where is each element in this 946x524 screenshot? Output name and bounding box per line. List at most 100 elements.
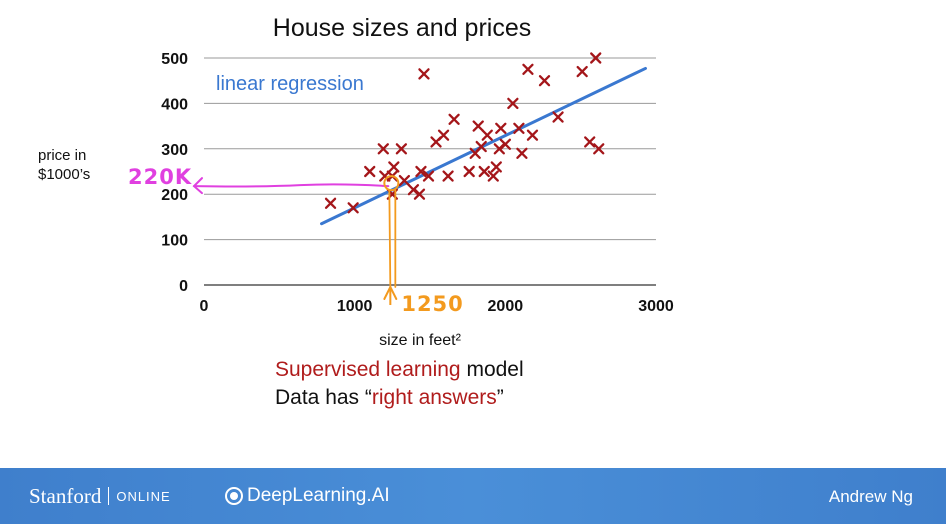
deeplearning-text: DeepLearning.AI <box>247 485 390 506</box>
price-scatter-chart: House sizes and prices 0100200300400500 … <box>128 14 674 349</box>
y-tick-100: 100 <box>161 233 188 250</box>
data-point <box>526 129 539 141</box>
y-tick-200: 200 <box>161 187 188 204</box>
data-point <box>475 140 487 153</box>
vertical-guide-line <box>388 189 397 288</box>
data-point-stroke-b <box>418 68 430 80</box>
grid-lines <box>204 57 656 286</box>
data-point-stroke-b <box>487 170 499 182</box>
data-point-stroke-b <box>526 129 539 141</box>
x-axis-ticks: 0 1000 2000 3000 <box>200 298 674 315</box>
data-points <box>324 52 605 214</box>
data-point <box>388 161 400 173</box>
stanford-online-logo: Stanford ONLINE <box>29 484 171 509</box>
data-point-stroke-b <box>472 120 484 132</box>
data-point-stroke-b <box>398 174 411 187</box>
data-point-stroke-b <box>499 138 511 150</box>
model-text: model <box>460 358 524 381</box>
data-point-stroke-b <box>347 202 359 214</box>
data-point <box>478 165 490 178</box>
data-point-stroke-b <box>507 97 519 110</box>
x-tick-3000: 3000 <box>638 298 674 315</box>
data-point-stroke-b <box>593 143 605 155</box>
y-axis-label: price in $1000’s <box>38 146 118 184</box>
regression-line <box>320 66 647 226</box>
data-point <box>448 113 460 125</box>
x-tick-0: 0 <box>200 298 209 315</box>
data-point <box>347 202 359 214</box>
data-point <box>552 111 564 123</box>
stanford-text: Stanford <box>29 484 102 508</box>
data-point-stroke-b <box>478 165 490 178</box>
x-tick-1000: 1000 <box>337 298 373 315</box>
footer-bar: Stanford ONLINE DeepLearning.AI Andrew Ng <box>0 468 946 524</box>
regression-line-group: linear regression <box>216 66 647 226</box>
data-point-stroke-b <box>490 161 502 173</box>
slide: House sizes and prices 0 100 200 300 400 500 … <box>38 14 675 411</box>
horizontal-guide-line <box>193 183 390 188</box>
data-has-text: Data has “ <box>275 386 372 409</box>
data-point-stroke-b <box>552 111 564 123</box>
data-point <box>495 122 507 135</box>
data-point-stroke-b <box>395 143 408 155</box>
caption-line-2: Data has “right answers” <box>275 384 675 411</box>
caption-line-1: Supervised learning model <box>275 356 675 383</box>
data-point-stroke-b <box>324 197 337 209</box>
data-point-stroke-b <box>442 170 454 182</box>
data-point-stroke-b <box>481 129 493 141</box>
y-axis-ticks: 0 100 200 300 400 500 <box>161 51 188 295</box>
data-point-stroke-b <box>584 136 596 148</box>
data-point <box>507 97 519 110</box>
y-tick-0: 0 <box>179 278 188 295</box>
data-point <box>437 129 450 141</box>
data-point-stroke-b <box>576 65 588 78</box>
data-point-stroke-b <box>422 170 435 182</box>
data-point <box>513 122 525 135</box>
data-point-stroke-b <box>590 52 602 64</box>
data-point <box>422 170 435 182</box>
data-point <box>490 161 502 173</box>
data-point <box>324 197 337 209</box>
annotation-220k: 220K <box>128 165 192 189</box>
data-point-stroke-b <box>495 122 507 135</box>
data-point-stroke-b <box>413 188 426 200</box>
horizontal-arrowhead <box>192 177 203 195</box>
data-point-stroke-b <box>475 140 487 153</box>
annotation-1250: 1250 <box>401 292 463 316</box>
y-tick-500: 500 <box>161 51 188 68</box>
data-point <box>590 52 602 64</box>
data-point <box>472 120 484 132</box>
data-point <box>487 170 499 182</box>
x-axis-label: size in feet² <box>379 332 461 349</box>
deeplearning-logo: DeepLearning.AI <box>225 485 390 507</box>
online-text: ONLINE <box>116 489 171 504</box>
y-axis-label-line1: price in <box>38 147 87 164</box>
data-point-stroke-b <box>522 63 534 75</box>
y-tick-300: 300 <box>161 142 188 159</box>
data-point-stroke-b <box>448 113 460 125</box>
data-point <box>442 170 454 182</box>
annotation-circle <box>383 175 400 192</box>
deeplearning-icon <box>225 487 243 505</box>
supervised-learning-text: Supervised learning <box>275 358 461 381</box>
data-point-stroke-b <box>377 143 389 155</box>
y-tick-400: 400 <box>161 96 188 113</box>
data-point <box>364 165 376 178</box>
x-tick-2000: 2000 <box>488 298 524 315</box>
data-point <box>499 138 511 150</box>
data-point <box>522 63 534 75</box>
data-point-stroke-b <box>516 147 528 159</box>
data-point-stroke-b <box>364 165 376 178</box>
data-point <box>516 147 528 159</box>
chart-title: House sizes and prices <box>273 14 531 42</box>
author-name: Andrew Ng <box>828 487 913 506</box>
data-point-stroke-b <box>388 161 400 173</box>
data-point <box>576 65 588 78</box>
data-point <box>593 143 605 155</box>
data-point <box>413 188 426 200</box>
data-point-stroke-b <box>437 129 450 141</box>
data-point <box>463 165 475 178</box>
data-point <box>415 165 427 178</box>
data-point <box>538 75 551 87</box>
data-point <box>481 129 493 141</box>
